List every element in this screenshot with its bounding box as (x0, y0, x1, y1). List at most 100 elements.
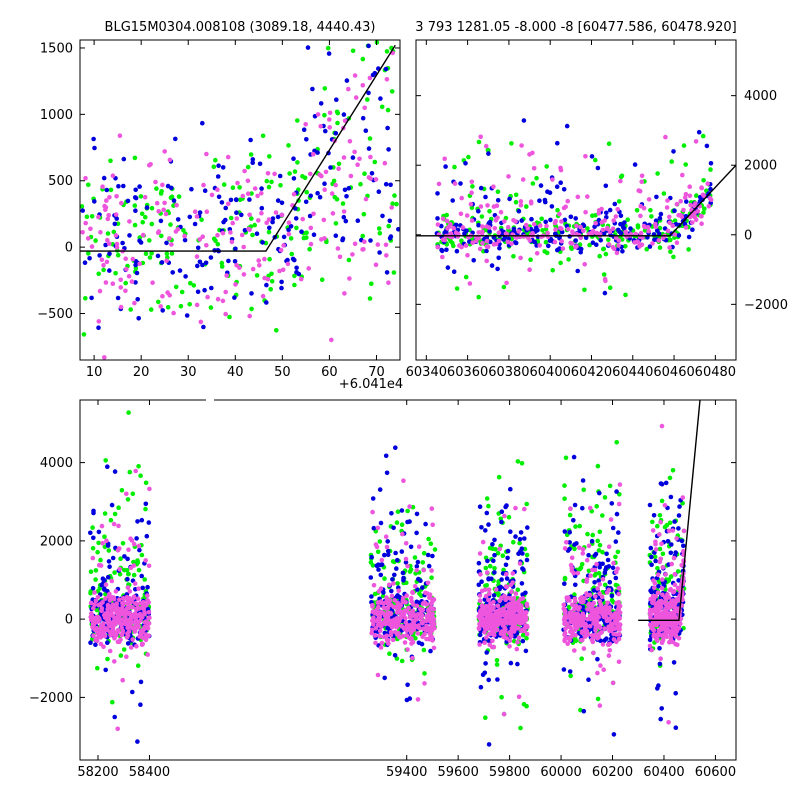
data-point (687, 193, 693, 199)
data-point (322, 112, 327, 118)
data-point (550, 268, 555, 273)
data-point (686, 234, 692, 240)
data-point (382, 552, 387, 558)
data-point (410, 611, 416, 617)
data-point (670, 468, 676, 473)
data-point (94, 619, 100, 625)
data-point (562, 581, 567, 586)
data-point (401, 478, 406, 484)
data-point (162, 200, 167, 206)
data-point (639, 173, 645, 179)
data-point (341, 155, 347, 160)
data-point (495, 198, 501, 203)
data-point (521, 702, 527, 707)
data-point (657, 532, 662, 537)
data-point (480, 241, 485, 246)
data-point (416, 612, 421, 617)
data-point (680, 172, 685, 178)
data-point (117, 133, 123, 138)
data-point (545, 234, 551, 239)
data-point (587, 623, 593, 629)
data-point (542, 197, 548, 203)
data-point (384, 598, 390, 603)
data-point (91, 605, 96, 611)
x-tick-label: 60340 (406, 365, 447, 380)
data-point (100, 540, 105, 546)
data-point (573, 633, 578, 638)
data-point (124, 654, 129, 659)
data-point (122, 567, 127, 573)
data-point (173, 284, 179, 290)
data-point (496, 255, 502, 261)
data-point (516, 208, 522, 214)
data-point (234, 216, 240, 221)
data-point (327, 110, 333, 116)
data-point (571, 518, 576, 523)
data-point (197, 259, 203, 265)
data-point (188, 280, 193, 286)
data-point (459, 195, 465, 201)
data-point (651, 622, 656, 628)
data-point (611, 631, 616, 637)
data-point (92, 199, 97, 204)
data-point (670, 589, 676, 594)
data-point (125, 633, 131, 638)
data-point (483, 583, 488, 589)
data-point (524, 601, 530, 607)
data-point (505, 610, 511, 616)
data-point (564, 540, 569, 545)
data-point (390, 577, 395, 582)
data-point (201, 324, 206, 330)
data-point (95, 665, 100, 671)
data-point (509, 241, 514, 246)
data-point (228, 215, 234, 221)
y-tick-label: 2000 (744, 159, 777, 174)
data-point (504, 636, 510, 641)
data-point (555, 207, 560, 213)
data-point (607, 285, 613, 291)
y-tick-label: 1500 (40, 41, 73, 56)
data-point (667, 214, 672, 220)
data-point (683, 162, 688, 167)
data-point (497, 546, 503, 552)
data-point (569, 555, 575, 561)
data-point (255, 218, 261, 223)
data-point (508, 660, 514, 666)
data-point (148, 162, 153, 167)
data-point (241, 272, 247, 277)
data-point (495, 550, 501, 556)
data-point (154, 200, 160, 206)
data-point (164, 258, 169, 264)
data-point (607, 579, 613, 585)
data-point (508, 529, 513, 534)
data-point (233, 282, 238, 287)
data-point (573, 524, 578, 529)
data-point (531, 166, 537, 171)
data-point (123, 280, 128, 286)
data-point (487, 563, 493, 569)
data-point (291, 156, 296, 161)
data-point (379, 104, 385, 110)
data-point (426, 618, 432, 623)
data-point (655, 572, 661, 578)
data-point (476, 230, 482, 235)
data-point (373, 542, 379, 547)
data-point (616, 238, 622, 243)
data-point (421, 550, 427, 556)
data-point (361, 211, 367, 217)
data-point (512, 634, 517, 639)
data-point (161, 207, 166, 213)
data-point (515, 587, 521, 593)
data-point (588, 573, 593, 578)
data-point (597, 703, 603, 708)
data-point (383, 534, 389, 539)
data-point (508, 618, 514, 624)
data-point (107, 251, 112, 257)
data-point (478, 684, 484, 690)
data-point (125, 585, 131, 590)
data-point (223, 289, 228, 295)
data-point (105, 640, 110, 645)
data-point (168, 222, 173, 227)
data-point (121, 600, 126, 606)
data-point (558, 180, 563, 185)
